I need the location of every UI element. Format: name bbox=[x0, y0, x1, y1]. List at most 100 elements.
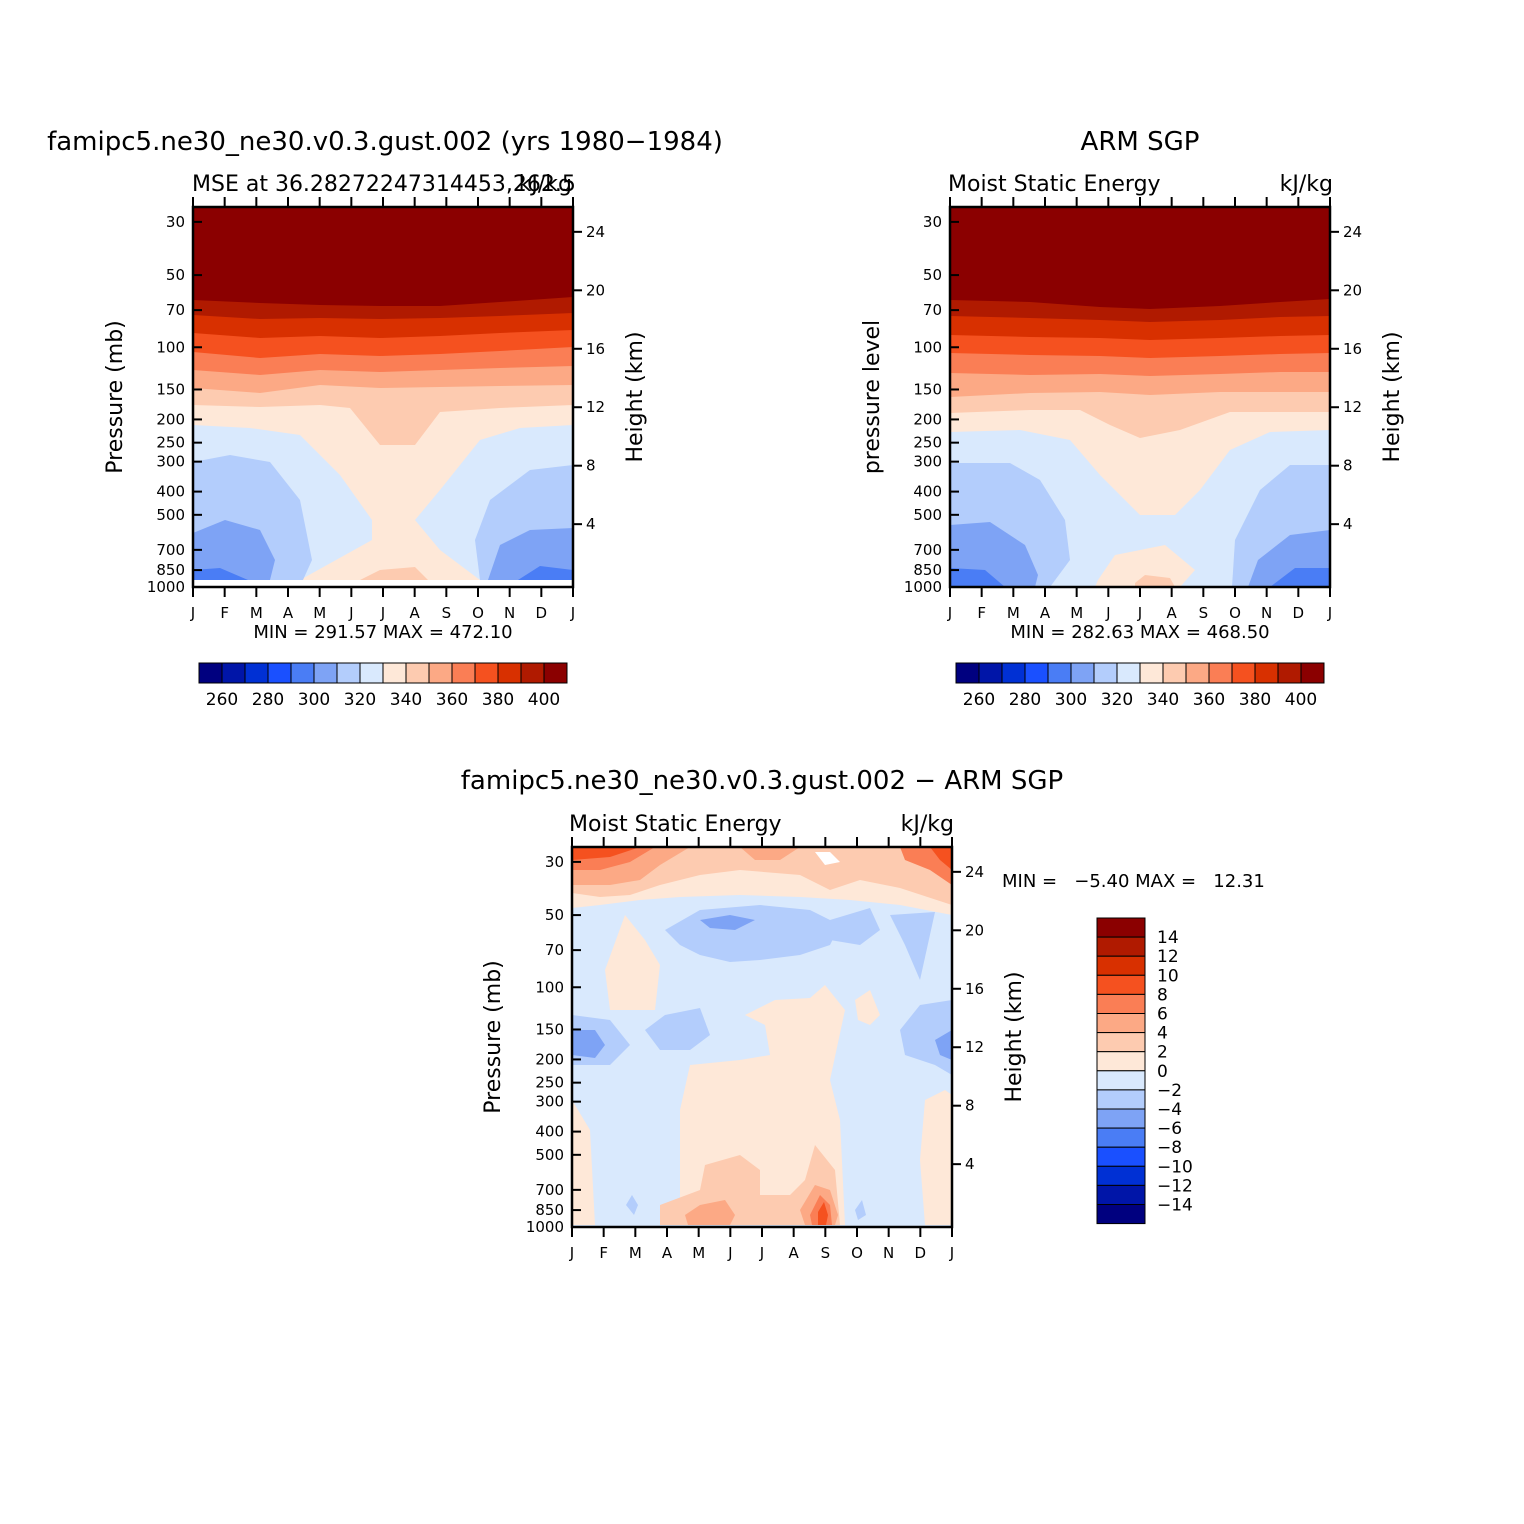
x-tick-label: A bbox=[283, 604, 294, 622]
colorbar-swatch bbox=[1096, 917, 1146, 938]
colorbar-label: −4 bbox=[1157, 1100, 1182, 1120]
colorbar-swatch bbox=[1096, 1165, 1146, 1186]
colorbar-label: −6 bbox=[1157, 1119, 1182, 1139]
y-right-tick-label: 16 bbox=[1343, 340, 1362, 358]
y-tick-label: 50 bbox=[166, 266, 185, 284]
colorbar-label: 12 bbox=[1157, 947, 1179, 967]
colorbar-swatch bbox=[1096, 936, 1146, 957]
x-tick-label: D bbox=[1293, 604, 1305, 622]
x-tick-label: A bbox=[789, 1244, 800, 1262]
y-tick-label: 200 bbox=[535, 1050, 564, 1068]
colorbar-swatch bbox=[1096, 955, 1146, 976]
colorbar-label: 340 bbox=[1147, 690, 1179, 710]
min-max-model: MIN = 291.57 MAX = 472.10 bbox=[253, 622, 512, 643]
colorbar-swatch bbox=[451, 662, 476, 684]
y-tick-label: 700 bbox=[913, 541, 942, 559]
y-tick-label: 50 bbox=[545, 906, 564, 924]
x-tick-label: J bbox=[380, 604, 385, 622]
y-tick-label: 200 bbox=[913, 410, 942, 428]
colorbar-swatch bbox=[955, 662, 980, 684]
colorbar-swatch bbox=[1001, 662, 1026, 684]
y-right-tick-label: 24 bbox=[965, 863, 984, 881]
y-tick-label: 50 bbox=[923, 266, 942, 284]
y-right-tick-label: 24 bbox=[1343, 223, 1362, 241]
y-tick-label: 500 bbox=[156, 506, 185, 524]
y-tick-label: 30 bbox=[166, 213, 185, 231]
colorbar-label: 4 bbox=[1157, 1024, 1168, 1044]
y-tick-label: 700 bbox=[156, 541, 185, 559]
y-right-tick-label: 20 bbox=[586, 281, 605, 299]
x-tick-label: S bbox=[442, 604, 452, 622]
y-tick-label: 150 bbox=[913, 380, 942, 398]
y-axis-label-right-model: Height (km) bbox=[623, 331, 648, 462]
y-right-tick-label: 16 bbox=[965, 980, 984, 998]
colorbar-swatch bbox=[359, 662, 384, 684]
colorbar-swatch bbox=[474, 662, 499, 684]
colorbar-label: 280 bbox=[1009, 690, 1041, 710]
y-axis-label-diff: Pressure (mb) bbox=[481, 960, 506, 1114]
colorbar-swatch bbox=[267, 662, 292, 684]
y-tick-label: 70 bbox=[545, 941, 564, 959]
y-tick-label: 200 bbox=[156, 410, 185, 428]
colorbar-swatch bbox=[1070, 662, 1095, 684]
colorbar-swatch bbox=[1254, 662, 1279, 684]
x-tick-label: S bbox=[821, 1244, 831, 1262]
colorbar-swatch bbox=[1096, 1108, 1146, 1129]
x-tick-label: S bbox=[1199, 604, 1209, 622]
x-tick-label: M bbox=[250, 604, 263, 622]
x-tick-label: A bbox=[1040, 604, 1051, 622]
colorbar-swatch bbox=[405, 662, 430, 684]
colorbar-swatch bbox=[1024, 662, 1049, 684]
colorbar-swatch bbox=[1139, 662, 1164, 684]
colorbar-label: 360 bbox=[1193, 690, 1225, 710]
colorbar-swatch bbox=[221, 662, 246, 684]
y-tick-label: 250 bbox=[913, 434, 942, 452]
colorbar-label: 6 bbox=[1157, 1005, 1168, 1025]
y-tick-label: 150 bbox=[156, 380, 185, 398]
y-tick-label: 70 bbox=[923, 301, 942, 319]
colorbar-swatch bbox=[1096, 1013, 1146, 1034]
colorbar-label: 360 bbox=[436, 690, 468, 710]
colorbar-swatch bbox=[1096, 1127, 1146, 1148]
colorbar-swatch bbox=[1096, 1089, 1146, 1110]
x-tick-label: J bbox=[190, 604, 195, 622]
panel-diff-title: famipc5.ne30_ne30.v0.3.gust.002 − ARM SG… bbox=[461, 766, 1063, 796]
y-tick-label: 850 bbox=[913, 561, 942, 579]
panel-model: famipc5.ne30_ne30.v0.3.gust.002 (yrs 198… bbox=[47, 127, 723, 710]
colorbar-swatch bbox=[1162, 662, 1187, 684]
colorbar-swatch bbox=[520, 662, 545, 684]
colorbar-swatch bbox=[1300, 662, 1325, 684]
colorbar-swatch bbox=[1096, 993, 1146, 1015]
x-tick-label: J bbox=[570, 604, 575, 622]
y-axis-right-diff: 24 20 16 12 8 4 bbox=[952, 863, 984, 1173]
y-axis-right-model: 24 20 16 12 8 4 bbox=[573, 223, 605, 533]
colorbar-label: −14 bbox=[1157, 1196, 1193, 1216]
colorbar-swatch bbox=[1185, 662, 1210, 684]
colorbar-model: 260 280 300 320 340 360 380 400 bbox=[198, 662, 568, 710]
panel-model-subtitle-left: MSE at 36.28272247314453,262.5 bbox=[192, 172, 576, 197]
panel-obs-subtitle-right: kJ/kg bbox=[1280, 172, 1333, 197]
x-tick-label: D bbox=[536, 604, 548, 622]
y-right-tick-label: 4 bbox=[1343, 515, 1353, 533]
colorbar-swatch bbox=[1096, 1146, 1146, 1167]
colorbar-label: 320 bbox=[344, 690, 376, 710]
panel-diff-subtitle-left: Moist Static Energy bbox=[569, 812, 782, 837]
y-right-tick-label: 4 bbox=[586, 515, 596, 533]
x-tick-label: J bbox=[949, 1244, 954, 1262]
colorbar-swatch bbox=[382, 662, 407, 684]
x-tick-label: J bbox=[727, 1244, 732, 1262]
x-tick-label: J bbox=[759, 1244, 764, 1262]
y-right-tick-label: 8 bbox=[965, 1097, 975, 1115]
y-axis-label-model: Pressure (mb) bbox=[103, 320, 128, 474]
y-tick-label: 850 bbox=[535, 1201, 564, 1219]
x-tick-label: M bbox=[629, 1244, 642, 1262]
y-tick-label: 1000 bbox=[904, 578, 942, 596]
y-tick-label: 1000 bbox=[526, 1218, 564, 1236]
x-tick-label: J bbox=[348, 604, 353, 622]
colorbar-swatch bbox=[1096, 1070, 1146, 1091]
colorbar-swatch bbox=[1277, 662, 1302, 684]
